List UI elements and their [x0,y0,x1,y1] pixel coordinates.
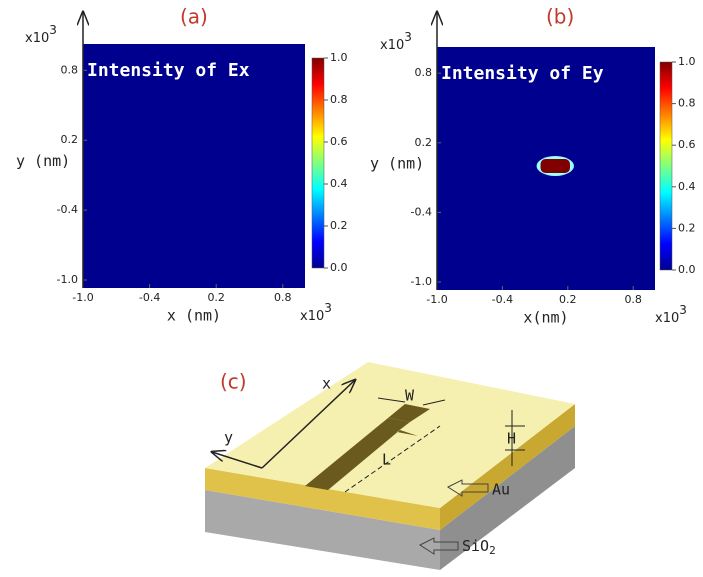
panel-label: (b) [546,5,574,29]
y-tick-label: 0.2 [415,136,433,149]
x-tick-label: -0.4 [492,293,513,306]
dimension-label: L [382,451,391,469]
subscript: 2 [489,544,496,557]
x-tick-label: 0.8 [274,291,292,304]
colorbar-tick-label: 0.2 [330,219,348,232]
x-tick-label: -1.0 [426,293,447,306]
colorbar-tick-label: 0.0 [678,263,696,276]
x-tick-label: 0.2 [559,293,577,306]
x-tick-label: 0.8 [624,293,642,306]
colorbar-tick-label: 1.0 [678,55,696,68]
axis-multiplier: x10 [655,311,679,326]
colorbar-tick-label: 0.2 [678,221,696,234]
panel-label: (a) [180,5,208,29]
axis-multiplier-exponent: 3 [679,303,687,317]
colorbar [660,62,672,270]
plot-title: Intensity of Ey [441,63,604,84]
y-tick-label: -1.0 [57,273,78,286]
colorbar-tick-label: 0.6 [678,138,696,151]
axis-multiplier: x103 [25,23,57,46]
figure: (c) x y W L H Au SiO2 Intensity of Ex -1.… [0,0,703,573]
y-axis-label: y (nm) [16,152,70,170]
axis-multiplier: x10 [380,38,404,53]
y-axis-label: y (nm) [370,155,424,173]
axis-label: y [224,429,233,447]
y-tick-label: -0.4 [57,203,78,216]
y-tick-label: 0.8 [415,66,433,79]
y-tick-label: -1.0 [411,275,432,288]
dimension-label: W [405,387,415,405]
x-axis-label: x(nm) [523,309,568,327]
axis-multiplier: x103 [655,303,687,326]
x-tick-label: -0.4 [139,291,160,304]
panel-label: (c) [220,370,247,394]
device-diagram: (c) x y W L H Au SiO2 [205,362,575,570]
layer-label: SiO2 [462,537,496,558]
plot-title: Intensity of Ex [87,60,250,81]
axis-multiplier: x10 [300,309,324,324]
axis-multiplier-exponent: 3 [324,301,332,315]
x-axis-label: x (nm) [167,307,221,325]
axis-multiplier: x103 [380,30,412,53]
layer-label: SiO [462,537,489,555]
axis-multiplier: x103 [300,301,332,324]
layer-label: Au [492,481,510,499]
colorbar-tick-label: 0.8 [330,93,348,106]
axis-label: x [322,375,331,393]
y-tick-label: 0.8 [61,63,79,76]
axis-multiplier: x10 [25,31,49,46]
colorbar-tick-label: 0.0 [330,261,348,274]
hot-spot [541,159,570,173]
x-tick-label: 0.2 [207,291,225,304]
colorbar [312,58,324,268]
x-tick-label: -1.0 [72,291,93,304]
colorbar-tick-label: 0.4 [678,180,696,193]
axis-multiplier-exponent: 3 [404,30,412,44]
y-tick-label: 0.2 [61,133,79,146]
colorbar-tick-label: 0.6 [330,135,348,148]
colorbar-tick-label: 0.4 [330,177,348,190]
y-tick-label: -0.4 [411,205,432,218]
axis-multiplier-exponent: 3 [49,23,57,37]
colorbar-tick-label: 0.8 [678,97,696,110]
dimension-label: H [507,430,516,448]
colorbar-tick-label: 1.0 [330,51,348,64]
